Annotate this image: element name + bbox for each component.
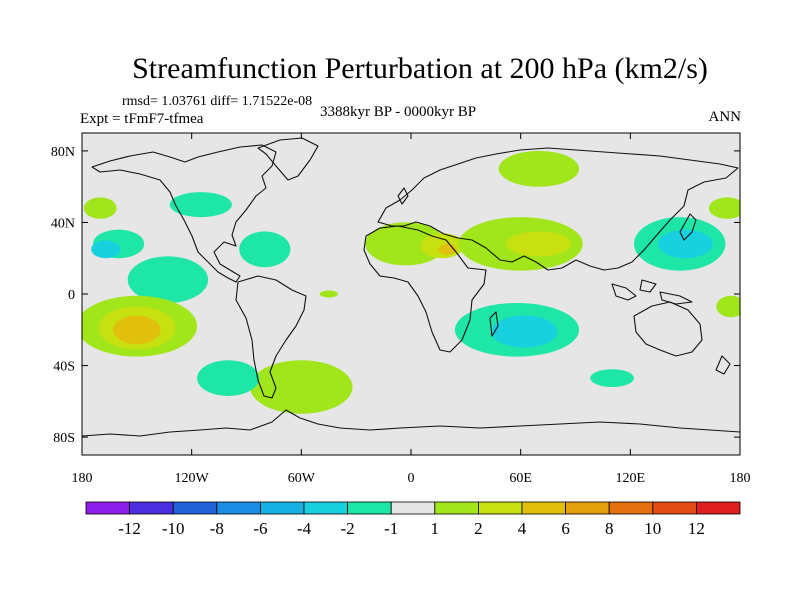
- colorbar-swatch: [521, 501, 566, 515]
- colorbar-label: 12: [688, 519, 705, 538]
- colorbar-label: 6: [561, 519, 570, 538]
- period-label: 3388kyr BP - 0000kyr BP: [320, 104, 477, 120]
- anomaly-region-9: [250, 360, 353, 414]
- colorbar-swatch: [434, 501, 479, 515]
- colorbar-label: -4: [297, 519, 312, 538]
- coastline-north-america: [91, 144, 277, 283]
- colorbar-label: -6: [253, 519, 267, 538]
- colorbar-swatch: [172, 501, 218, 515]
- y-tick-label: 0: [68, 288, 75, 303]
- x-tick-label: 120E: [616, 471, 646, 486]
- coastline-australia: [633, 301, 703, 357]
- coastline-antarctica: [82, 409, 740, 437]
- colorbar-label: -8: [210, 519, 224, 538]
- anomaly-region-3: [169, 192, 232, 218]
- anomaly-region-17: [498, 150, 580, 187]
- colorbar-label: -10: [162, 519, 185, 538]
- colorbar-label: 1: [431, 519, 440, 538]
- colorbar-swatch: [216, 501, 261, 515]
- coastline-british-isles: [397, 187, 409, 205]
- colorbar-swatch: [652, 501, 697, 515]
- colorbar-swatch: [259, 501, 305, 515]
- x-tick-label: 60E: [509, 471, 532, 486]
- x-tick-label: 120W: [175, 471, 210, 486]
- anomaly-region-20: [590, 369, 634, 387]
- anomaly-region-10: [197, 360, 260, 396]
- colorbar-swatch: [390, 501, 436, 515]
- coastline-madagascar: [489, 311, 499, 337]
- colorbar-label: -2: [341, 519, 355, 538]
- y-tick-label: 80N: [51, 145, 75, 160]
- colorbar-swatch: [347, 501, 392, 515]
- coastline-eurasia: [377, 147, 739, 271]
- coastline-africa: [363, 225, 487, 353]
- anomaly-region-5: [239, 231, 291, 268]
- anomaly-region-2: [91, 240, 121, 259]
- colorbar-label: 10: [644, 519, 661, 538]
- anomaly-region-0: [83, 197, 117, 219]
- colorbar-label: 2: [474, 519, 483, 538]
- y-tick-label: 40S: [53, 360, 75, 375]
- coastline-new-zealand: [715, 355, 731, 375]
- anomaly-region-19: [491, 315, 558, 348]
- anomaly-region-16: [506, 231, 572, 257]
- colorbar-label: -12: [118, 519, 141, 538]
- x-tick-label: 180: [72, 471, 93, 486]
- colorbar-swatch: [129, 501, 174, 515]
- y-tick-label: 40N: [51, 216, 75, 231]
- colorbar-swatch: [303, 501, 348, 515]
- anomaly-region-4: [127, 256, 209, 304]
- coastline-greenland: [257, 137, 319, 181]
- anomaly-region-23: [708, 197, 740, 219]
- anomaly-region-11: [319, 290, 338, 298]
- coastline-south-america: [235, 275, 307, 399]
- x-tick-label: 180: [730, 471, 751, 486]
- colorbar-label: 4: [518, 519, 527, 538]
- stats-label: rmsd= 1.03761 diff= 1.71522e-08: [122, 94, 313, 109]
- colorbar-swatch: [565, 501, 610, 515]
- colorbar-swatch: [477, 501, 523, 515]
- y-tick-label: 80S: [53, 431, 75, 446]
- anomaly-region-8: [113, 315, 161, 345]
- colorbar-swatch: [608, 501, 654, 515]
- colorbar-label: 8: [605, 519, 614, 538]
- colorbar-label: -1: [384, 519, 398, 538]
- x-tick-label: 0: [408, 471, 415, 486]
- season-label: ANN: [708, 109, 742, 125]
- coastline-southeast-asia-islands: [611, 279, 693, 305]
- anomaly-region-24: [716, 295, 740, 318]
- x-tick-label: 60W: [288, 471, 316, 486]
- experiment-label: Expt = tFmF7-tfmea: [80, 111, 204, 127]
- colorbar-swatch: [85, 501, 130, 515]
- chart-title: Streamfunction Perturbation at 200 hPa (…: [132, 52, 708, 85]
- anomaly-region-22: [657, 229, 713, 259]
- colorbar-swatch: [696, 501, 741, 515]
- coastline-japan: [679, 213, 697, 241]
